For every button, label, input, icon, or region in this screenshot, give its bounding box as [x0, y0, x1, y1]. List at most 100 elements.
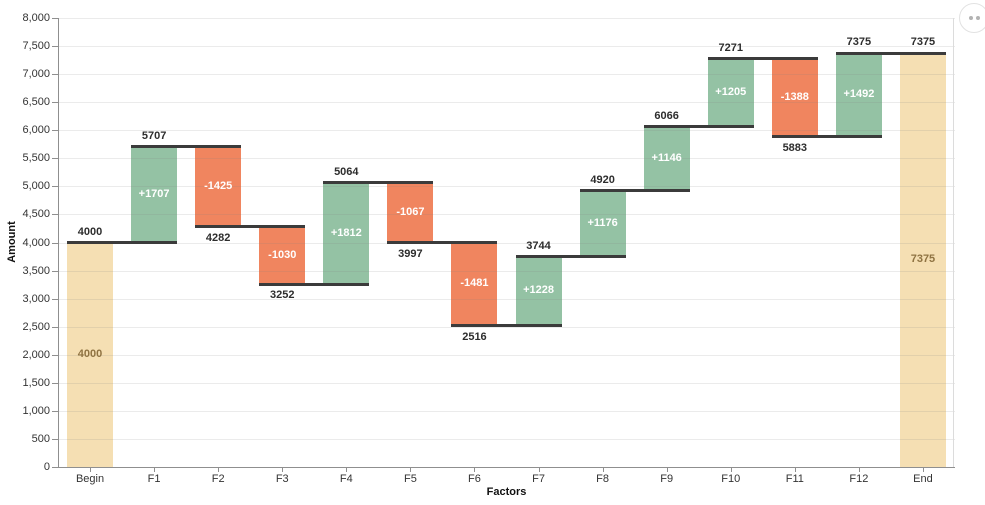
connector-f9	[643, 125, 754, 129]
x-axis-line	[58, 467, 955, 468]
gridline-6500	[58, 102, 955, 104]
x-tick-label-f6: F6	[468, 473, 481, 485]
connector-f8	[579, 189, 690, 193]
connector-f2	[195, 225, 306, 229]
bar-f4[interactable]	[323, 182, 370, 285]
gridline-4000	[58, 242, 955, 244]
x-tick-f3	[282, 467, 284, 472]
bar-inner-label-f12: +1492	[843, 87, 875, 100]
bar-end[interactable]	[899, 53, 946, 467]
bar-value-label-f4: 5064	[334, 165, 359, 178]
bar-f5[interactable]	[387, 182, 434, 243]
connector-f11	[771, 135, 882, 139]
x-tick-f12	[858, 467, 860, 472]
y-tick-label-7000: 7,000	[22, 68, 50, 81]
bar-inner-label-f9: +1146	[651, 151, 682, 164]
y-tick-label-500: 500	[31, 432, 50, 445]
bar-inner-label-f10: +1205	[715, 85, 747, 98]
y-tick-label-2500: 2,500	[22, 320, 50, 333]
y-tick-2000	[52, 354, 58, 356]
bar-value-label-f10: 7271	[718, 41, 743, 54]
gridline-8000	[58, 18, 955, 19]
y-axis-title: Amount	[6, 221, 18, 263]
bar-value-label-end: 7375	[910, 36, 936, 49]
bar-f8[interactable]	[579, 190, 626, 257]
more-options-button[interactable]	[959, 3, 985, 33]
gridline-500	[58, 438, 955, 440]
bar-f2[interactable]	[195, 146, 242, 227]
y-tick-label-2000: 2,000	[22, 348, 50, 361]
y-tick-3500	[52, 270, 58, 272]
x-tick-f9	[666, 467, 668, 472]
connector-begin	[67, 241, 178, 244]
bar-inner-label-f11: -1388	[780, 90, 809, 103]
y-tick-label-6500: 6,500	[22, 96, 50, 109]
bar-inner-label-f4: +1812	[330, 226, 362, 239]
connector-f10	[707, 57, 818, 61]
bar-inner-label-f5: -1067	[396, 205, 425, 218]
y-tick-3000	[52, 298, 58, 300]
bar-value-label-f3: 3252	[270, 289, 295, 302]
y-tick-6500	[52, 102, 58, 104]
y-tick-label-6000: 6,000	[22, 124, 50, 137]
bar-f10[interactable]	[707, 58, 754, 127]
x-tick-f1	[154, 467, 156, 472]
bar-f7[interactable]	[515, 256, 562, 326]
x-tick-label-begin: Begin	[75, 473, 105, 485]
y-tick-6000	[52, 130, 58, 132]
gridline-4500	[58, 214, 955, 216]
x-tick-f2	[218, 467, 220, 472]
x-tick-label-f10: F10	[721, 473, 741, 485]
bar-value-label-f8: 4920	[590, 173, 615, 186]
y-tick-5000	[52, 186, 58, 188]
bar-begin[interactable]	[67, 242, 114, 467]
x-tick-label-f7: F7	[532, 473, 545, 485]
y-tick-1000	[52, 410, 58, 412]
gridline-5000	[58, 186, 955, 188]
y-tick-7000	[52, 74, 58, 76]
bar-inner-label-f6: -1481	[460, 277, 489, 290]
gridline-1500	[58, 382, 955, 384]
bar-value-label-f12: 7375	[846, 36, 872, 49]
x-tick-label-f1: F1	[147, 473, 161, 485]
bar-inner-label-f1: +1707	[138, 187, 170, 200]
y-tick-5500	[52, 158, 58, 160]
y-tick-label-7500: 7,500	[22, 40, 50, 53]
x-tick-label-f9: F9	[660, 473, 674, 485]
x-tick-label-f5: F5	[403, 473, 417, 485]
x-tick-end	[922, 467, 924, 472]
bar-f1[interactable]	[131, 146, 178, 243]
plot-right-border	[953, 18, 954, 467]
bar-f6[interactable]	[451, 242, 498, 326]
bar-inner-label-f2: -1425	[204, 179, 233, 192]
gridline-1000	[58, 410, 955, 412]
y-tick-label-3500: 3,500	[22, 264, 50, 277]
x-tick-f5	[410, 467, 412, 472]
y-tick-label-5500: 5,500	[22, 152, 50, 165]
x-tick-label-f2: F2	[211, 473, 225, 485]
y-tick-1500	[52, 382, 58, 384]
connector-f3	[259, 282, 370, 286]
y-tick-label-1500: 1,500	[22, 376, 50, 389]
y-tick-label-1000: 1,000	[22, 404, 50, 417]
bar-inner-label-end: 7375	[910, 253, 936, 266]
gridline-6000	[58, 130, 955, 132]
x-tick-f8	[602, 467, 604, 472]
x-axis-title: Factors	[486, 486, 527, 498]
y-tick-4500	[52, 214, 58, 216]
bar-f11[interactable]	[771, 58, 818, 137]
bar-f9[interactable]	[643, 126, 690, 191]
x-tick-f11	[794, 467, 796, 472]
gridline-5500	[58, 158, 955, 160]
gridline-7000	[58, 74, 955, 76]
x-tick-label-f3: F3	[275, 473, 289, 485]
y-tick-4000	[52, 242, 58, 244]
bar-f12[interactable]	[835, 53, 882, 137]
x-tick-f6	[474, 467, 476, 472]
connector-f7	[515, 255, 626, 259]
bar-f3[interactable]	[259, 226, 306, 285]
y-tick-8000	[52, 18, 58, 19]
